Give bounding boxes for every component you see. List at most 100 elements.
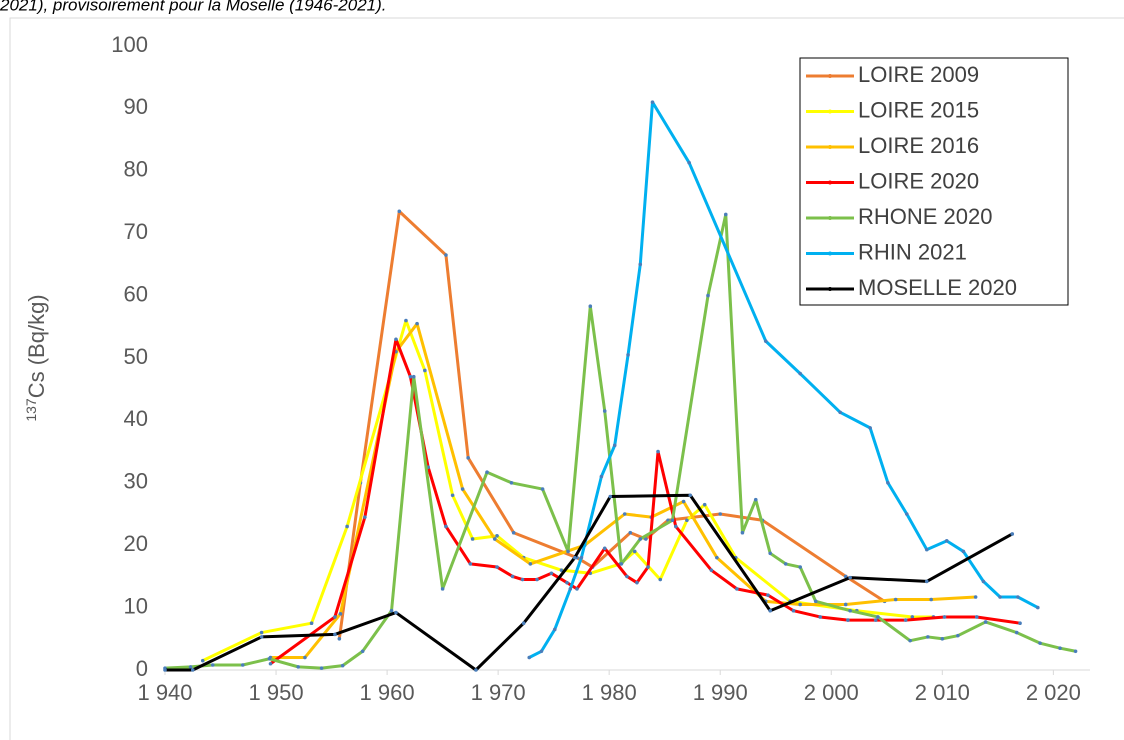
data-point xyxy=(873,618,878,622)
data-point xyxy=(468,562,473,566)
data-point xyxy=(539,649,544,654)
series-line xyxy=(269,337,1021,665)
y-label-sup: 137 xyxy=(23,398,39,422)
data-point xyxy=(444,524,448,529)
data-point xyxy=(599,474,604,479)
y-tick-label: 80 xyxy=(124,157,148,182)
data-point xyxy=(706,293,710,298)
data-point xyxy=(998,595,1002,599)
data-point xyxy=(658,577,663,582)
data-point xyxy=(296,665,301,669)
data-point xyxy=(408,374,413,379)
data-point xyxy=(394,337,398,342)
data-point xyxy=(460,487,465,491)
data-point xyxy=(753,497,758,502)
data-point xyxy=(983,620,988,624)
data-point xyxy=(791,608,796,613)
data-point xyxy=(628,530,633,535)
data-point xyxy=(766,593,770,597)
y-tick-label: 10 xyxy=(124,593,148,618)
chart-frame xyxy=(9,17,1124,740)
data-point xyxy=(763,339,768,343)
data-point xyxy=(535,577,539,582)
legend-marker xyxy=(828,145,832,149)
data-point xyxy=(466,456,470,460)
data-point xyxy=(319,666,324,670)
data-point xyxy=(511,530,516,535)
y-label-text: Cs (Bq/kg) xyxy=(24,294,49,398)
data-point xyxy=(415,321,419,326)
x-tick-label: 2 010 xyxy=(915,680,970,705)
data-point xyxy=(267,656,272,661)
data-point xyxy=(740,530,745,535)
data-point xyxy=(798,565,802,569)
data-point xyxy=(924,547,929,552)
y-tick-label: 40 xyxy=(124,406,148,431)
data-point xyxy=(646,565,650,569)
data-point xyxy=(638,262,643,267)
data-point xyxy=(520,577,525,582)
caption: 2021), provisoirement pour la Moselle (1… xyxy=(0,0,386,14)
data-point xyxy=(843,602,848,607)
series-line xyxy=(202,319,934,662)
data-point xyxy=(709,568,714,572)
data-point xyxy=(670,518,675,523)
data-point xyxy=(1016,595,1020,599)
series-line xyxy=(164,212,1076,670)
data-point xyxy=(404,318,408,323)
data-point xyxy=(1058,646,1062,650)
legend-label: RHONE 2020 xyxy=(858,204,993,229)
data-point xyxy=(337,637,342,641)
data-point xyxy=(974,615,979,619)
legend-label: LOIRE 2015 xyxy=(858,97,979,122)
data-point xyxy=(1010,532,1015,536)
legend-marker xyxy=(828,109,832,114)
data-point xyxy=(1038,641,1042,645)
data-point xyxy=(190,668,195,672)
y-tick-label: 90 xyxy=(124,94,148,119)
data-point xyxy=(444,253,448,257)
data-point xyxy=(956,633,960,638)
data-point xyxy=(493,537,497,541)
data-point xyxy=(602,409,607,413)
data-point xyxy=(389,608,394,613)
y-tick-label: 100 xyxy=(111,32,148,57)
y-tick-label: 50 xyxy=(124,344,148,369)
data-point xyxy=(602,546,607,551)
data-point xyxy=(846,618,850,622)
data-point xyxy=(924,579,929,584)
legend-label: LOIRE 2016 xyxy=(858,133,979,158)
data-point xyxy=(559,568,564,572)
data-point xyxy=(910,615,915,619)
data-point xyxy=(868,426,872,430)
data-point xyxy=(303,655,307,660)
data-point xyxy=(363,515,367,519)
legend-label: RHIN 2021 xyxy=(858,239,967,264)
series-line xyxy=(165,493,1013,672)
x-tick-label: 1 960 xyxy=(360,680,415,705)
data-point xyxy=(440,587,445,591)
data-point xyxy=(723,212,728,217)
data-point xyxy=(893,597,898,602)
y-tick-label: 0 xyxy=(136,656,148,681)
data-point xyxy=(625,574,629,579)
data-point xyxy=(450,493,455,498)
data-point xyxy=(685,518,689,523)
legend-label: MOSELLE 2020 xyxy=(858,275,1017,300)
data-point xyxy=(904,512,909,516)
data-point xyxy=(411,374,416,379)
data-point xyxy=(961,549,966,554)
data-point xyxy=(688,493,693,498)
data-point xyxy=(674,524,678,529)
x-tick-label: 2 000 xyxy=(804,680,859,705)
x-tick-label: 1 990 xyxy=(693,680,748,705)
data-point xyxy=(908,638,912,643)
legend-label: LOIRE 2020 xyxy=(858,168,979,193)
data-point xyxy=(565,580,569,585)
legend-label: LOIRE 2009 xyxy=(858,62,979,87)
data-point xyxy=(622,512,627,516)
data-point xyxy=(848,608,852,613)
data-point xyxy=(813,599,818,604)
